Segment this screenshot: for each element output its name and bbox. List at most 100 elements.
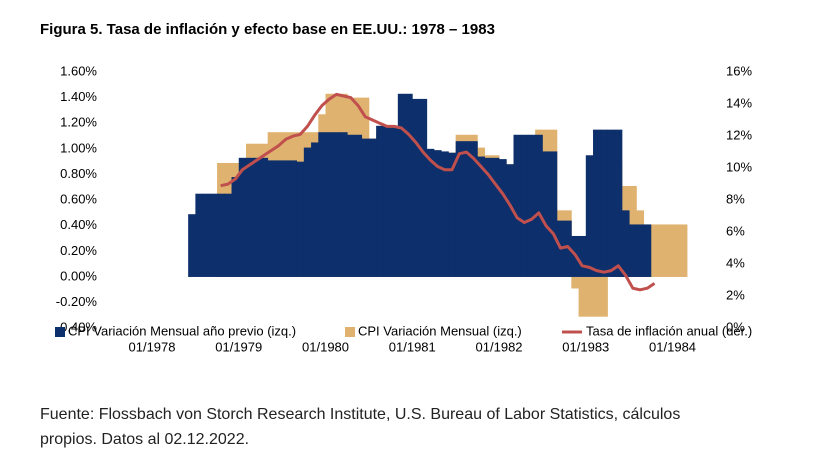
bar <box>397 93 406 277</box>
bar <box>506 164 514 277</box>
bar <box>636 224 645 277</box>
bar <box>578 276 587 317</box>
y-tick-label: 1.20% <box>60 115 97 130</box>
bar <box>585 155 594 277</box>
y-tick-label: 0.60% <box>60 192 97 207</box>
y2-tick-label: 14% <box>726 95 752 110</box>
bar <box>535 134 543 277</box>
bar <box>672 224 681 277</box>
x-tick-label: 01/1978 <box>129 339 176 354</box>
x-tick-label: 01/1981 <box>389 339 436 354</box>
bar <box>520 134 529 277</box>
bar <box>484 157 493 277</box>
y2-tick-label: 6% <box>726 224 745 239</box>
bar <box>368 138 377 277</box>
bar <box>209 193 218 277</box>
legend-label: Tasa de inflación anual (der.) <box>586 323 752 338</box>
bar <box>217 193 225 277</box>
bar <box>433 150 442 277</box>
bar <box>253 157 261 277</box>
bar <box>267 160 276 277</box>
bar <box>332 132 341 277</box>
bar <box>448 152 457 277</box>
bar <box>311 142 319 277</box>
bar <box>549 151 558 277</box>
bar <box>419 98 428 277</box>
y2-tick-label: 4% <box>726 256 745 271</box>
y-tick-label: 1.00% <box>60 140 97 155</box>
bar <box>231 177 240 277</box>
bar <box>426 148 435 277</box>
bar <box>600 129 608 277</box>
chart: Figura 5. Tasa de inflación y efecto bas… <box>40 21 752 354</box>
bar <box>325 132 334 277</box>
y2-tick-label: 10% <box>726 160 752 175</box>
chart-title: Figura 5. Tasa de inflación y efecto bas… <box>40 21 495 38</box>
bar <box>224 193 232 277</box>
bar <box>462 141 471 277</box>
bar <box>260 157 269 277</box>
y2-tick-label: 0% <box>726 320 745 335</box>
bar <box>296 161 305 277</box>
bar <box>195 193 204 277</box>
bar <box>354 134 363 277</box>
bar <box>339 132 348 277</box>
bar <box>658 224 666 277</box>
y-tick-label: -0.20% <box>56 294 98 309</box>
y-tick-label: 0.00% <box>60 268 97 283</box>
bar <box>390 125 399 277</box>
y-tick-label: 1.60% <box>60 63 97 78</box>
bar <box>629 224 637 277</box>
x-tick-label: 01/1983 <box>562 339 609 354</box>
bar <box>679 224 688 277</box>
bar <box>491 157 500 277</box>
y2-tick-label: 8% <box>726 192 745 207</box>
bar <box>650 224 659 277</box>
legend-swatch <box>55 327 65 337</box>
y-tick-label: 1.40% <box>60 89 97 104</box>
legend-label: CPI Variación Mensual (izq.) <box>358 323 522 338</box>
bar <box>412 98 420 277</box>
bar <box>289 160 297 277</box>
y-tick-label: 0.80% <box>60 166 97 181</box>
bar <box>593 276 601 317</box>
bar <box>621 210 630 277</box>
bar <box>499 159 507 277</box>
bar <box>455 141 464 277</box>
bar <box>614 129 623 277</box>
y2-tick-label: 2% <box>726 288 745 303</box>
x-tick-label: 01/1984 <box>649 339 696 354</box>
x-tick-label: 01/1980 <box>302 339 349 354</box>
bar <box>593 129 601 277</box>
bar <box>188 214 196 277</box>
bar <box>318 132 326 277</box>
bar <box>282 160 290 277</box>
y-tick-label: 0.40% <box>60 217 97 232</box>
x-tick-label: 01/1982 <box>476 339 523 354</box>
bar <box>665 224 673 277</box>
footer-line: propios. Datos al 02.12.2022. <box>40 431 250 448</box>
y2-tick-label: 12% <box>726 127 752 142</box>
bar <box>643 224 652 277</box>
bar <box>361 138 370 277</box>
bar <box>383 125 391 277</box>
bar <box>513 134 522 277</box>
bar <box>600 276 608 317</box>
bar <box>441 151 449 277</box>
y-tick-label: -0.40% <box>56 320 98 335</box>
footer-line: Fuente: Flossbach von Storch Research In… <box>40 406 681 423</box>
bar <box>477 156 485 277</box>
bar <box>238 157 247 277</box>
bar <box>585 276 594 317</box>
y-tick-label: 0.20% <box>60 243 97 258</box>
bar <box>607 129 616 277</box>
bar <box>470 141 478 277</box>
bar <box>527 134 536 277</box>
bar <box>347 134 355 277</box>
bar <box>245 157 254 277</box>
bar <box>303 147 312 277</box>
legend-label: CPI Variación Mensual año previo (izq.) <box>68 323 296 338</box>
bar <box>405 93 413 277</box>
x-tick-label: 01/1979 <box>215 339 262 354</box>
